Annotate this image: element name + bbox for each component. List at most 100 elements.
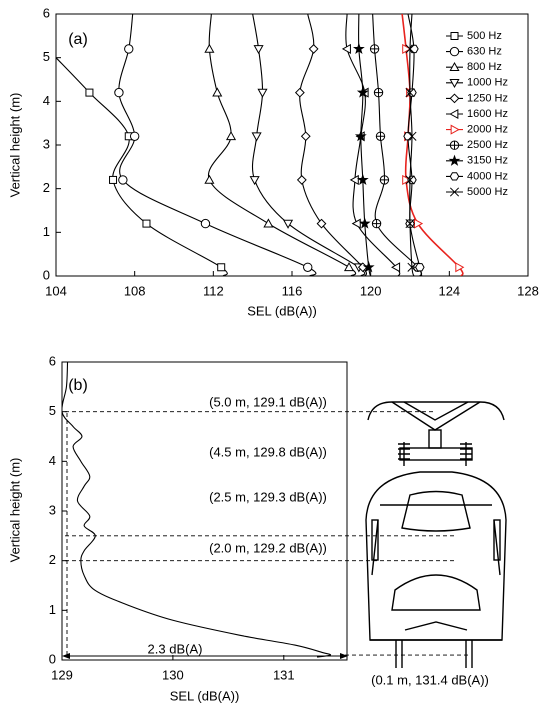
legend-label: 1600 Hz [467, 108, 508, 120]
legend-label: 800 Hz [467, 61, 502, 73]
marker [296, 175, 307, 185]
arrow-head [340, 653, 348, 659]
marker [405, 219, 415, 229]
y-tick-label: 3 [49, 502, 56, 517]
marker [212, 87, 223, 97]
legend-label: 3150 Hz [467, 155, 508, 167]
marker [204, 43, 215, 53]
y-tick-label: 4 [49, 453, 56, 468]
marker [449, 93, 460, 104]
series-line [118, 14, 317, 276]
train-illustration [365, 401, 507, 668]
y-tick-label: 0 [43, 267, 50, 282]
marker [450, 124, 460, 135]
marker [449, 46, 460, 57]
y-tick-label: 1 [49, 602, 56, 617]
marker [356, 173, 369, 185]
marker [402, 174, 412, 185]
marker [449, 172, 460, 181]
x-axis-label: SEL (dB(A)) [170, 688, 240, 703]
marker [129, 131, 140, 141]
marker [449, 187, 460, 197]
marker [217, 263, 226, 272]
marker [356, 86, 369, 98]
legend-label: 630 Hz [467, 46, 502, 58]
x-tick-label: 108 [124, 283, 146, 298]
y-tick-label: 5 [43, 49, 50, 64]
y-tick-label: 2 [49, 552, 56, 567]
marker [391, 262, 401, 273]
x-tick-label: 112 [203, 283, 224, 298]
marker [343, 262, 355, 272]
legend-label: 2500 Hz [467, 139, 508, 151]
series-line [62, 362, 332, 658]
annotation: (2.5 m, 129.3 dB(A)) [209, 489, 327, 504]
annotation: 2.3 dB(A) [148, 641, 203, 656]
marker [118, 175, 128, 185]
legend-label: 1000 Hz [467, 77, 508, 89]
marker [85, 88, 94, 97]
series-line [207, 14, 357, 276]
x-axis-label: SEL (dB(A)) [247, 303, 317, 318]
y-tick-label: 5 [49, 403, 56, 418]
legend-label: 500 Hz [467, 30, 502, 42]
marker [449, 61, 460, 72]
marker [349, 174, 359, 185]
y-axis-label: Vertical height (m) [7, 458, 22, 563]
series-line [409, 14, 415, 276]
legend-label: 5000 Hz [467, 186, 508, 198]
marker [109, 175, 118, 184]
series-line [345, 14, 401, 276]
marker [352, 42, 365, 54]
marker [449, 108, 459, 120]
marker [308, 44, 319, 54]
marker [362, 261, 375, 273]
marker [114, 87, 124, 98]
y-axis-label: Vertical height (m) [7, 93, 22, 198]
marker [415, 263, 425, 272]
legend-label: 4000 Hz [467, 170, 508, 182]
marker [409, 44, 419, 54]
x-tick-label: 128 [517, 283, 539, 298]
marker [204, 174, 215, 184]
y-tick-label: 4 [43, 93, 50, 108]
x-tick-label: 116 [282, 283, 303, 298]
marker [351, 218, 361, 229]
x-tick-label: 104 [45, 283, 67, 298]
x-tick-label: 131 [273, 667, 295, 682]
marker [142, 219, 151, 228]
x-tick-label: 120 [360, 283, 382, 298]
marker [316, 218, 327, 229]
marker [251, 132, 262, 142]
marker [407, 131, 417, 141]
marker [402, 43, 412, 54]
marker [253, 45, 264, 55]
y-tick-label: 3 [43, 136, 50, 151]
series-line [299, 14, 368, 276]
series-line [358, 14, 372, 276]
marker [294, 87, 305, 98]
marker [450, 32, 459, 40]
marker [455, 262, 465, 273]
marker [303, 262, 313, 272]
y-tick-label: 2 [43, 180, 50, 195]
marker [200, 218, 211, 229]
legend-label: 1250 Hz [467, 92, 508, 104]
annotation: (5.0 m, 129.1 dB(A)) [209, 394, 327, 409]
marker [341, 43, 351, 54]
annotation: (0.1 m, 131.4 dB(A)) [371, 672, 489, 687]
x-tick-label: 124 [438, 283, 460, 298]
legend-label: 2000 Hz [467, 124, 508, 136]
marker [124, 44, 134, 54]
marker [449, 78, 460, 89]
marker [225, 131, 237, 141]
marker [300, 131, 311, 142]
panel-label: (a) [68, 31, 88, 48]
series-line [56, 57, 228, 276]
marker [371, 218, 382, 229]
annotation: (2.0 m, 129.2 dB(A)) [209, 540, 327, 555]
marker [407, 262, 417, 272]
y-tick-label: 0 [49, 651, 56, 666]
marker [405, 44, 415, 54]
